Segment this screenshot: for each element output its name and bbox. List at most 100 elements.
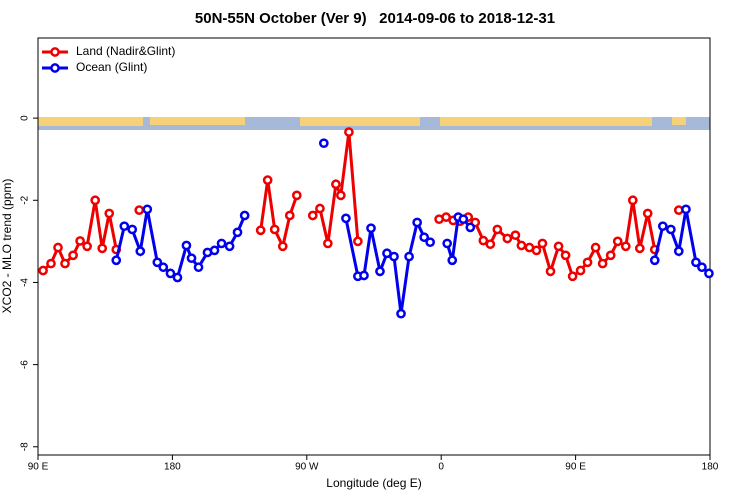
x-tick-label: 0 [438, 462, 444, 473]
data-point [404, 251, 414, 262]
data-point [97, 243, 108, 254]
data-point [502, 233, 513, 244]
data-point [318, 138, 329, 149]
data-point [582, 257, 593, 268]
data-point [181, 240, 192, 251]
data-point [60, 258, 70, 269]
data-point [458, 214, 469, 225]
x-axis-title: Longitude (deg E) [326, 476, 421, 490]
data-point [412, 217, 423, 228]
data-point [605, 250, 616, 261]
y-tick-label: -6 [20, 360, 31, 369]
land-band [440, 117, 652, 126]
data-point [478, 235, 489, 246]
data-point [657, 221, 668, 232]
data-point [335, 190, 346, 201]
data-point [353, 236, 363, 247]
legend-marker [50, 47, 60, 57]
data-point [46, 258, 56, 269]
data-point [90, 195, 101, 206]
data-point [560, 250, 571, 261]
data-point [111, 255, 122, 266]
data-point [442, 238, 453, 249]
data-point [209, 245, 220, 256]
data-point [612, 236, 623, 247]
data-point [172, 272, 183, 283]
data-point [590, 242, 601, 253]
legend-label: Land (Nadir&Glint) [76, 44, 175, 58]
data-point [53, 242, 63, 253]
data-point [492, 224, 503, 235]
land-band [300, 117, 420, 126]
data-point [485, 239, 496, 250]
data-point [642, 208, 653, 219]
data-point [165, 268, 176, 279]
data-point [419, 232, 430, 243]
data-point [620, 241, 631, 252]
data-point [691, 257, 701, 268]
data-point [359, 270, 369, 281]
data-point [681, 204, 691, 215]
data-point [104, 208, 115, 219]
data-point [545, 266, 556, 277]
data-point [224, 241, 235, 252]
data-point [553, 241, 564, 252]
data-point [119, 221, 130, 232]
data-point [704, 268, 714, 279]
land-band [150, 117, 245, 125]
x-tick-label: 180 [164, 462, 181, 473]
data-point [193, 262, 204, 273]
map-strip [38, 117, 710, 130]
data-point [262, 175, 273, 185]
data-point [627, 195, 638, 206]
legend-label: Ocean (Glint) [76, 60, 147, 74]
data-point [510, 230, 521, 241]
data-point [396, 308, 406, 319]
data-point [75, 236, 85, 246]
data-point [134, 205, 145, 215]
data-point [465, 222, 476, 233]
land-band [672, 117, 686, 125]
data-point [82, 241, 92, 252]
data-point [216, 238, 227, 249]
y-tick-label: -4 [20, 278, 31, 287]
y-tick-label: 0 [20, 115, 31, 121]
data-point [537, 238, 548, 249]
data-point [158, 262, 169, 273]
data-point [575, 265, 586, 276]
data-point [232, 227, 243, 238]
data-point [666, 224, 676, 235]
data-point [447, 255, 458, 266]
data-point [389, 251, 399, 262]
data-point [239, 210, 250, 221]
data-point [68, 250, 78, 261]
y-axis-title: XCO2 - MLO trend (ppm) [0, 179, 14, 314]
data-point [127, 224, 138, 235]
data-point [142, 204, 153, 215]
x-tick-label: 90 E [565, 462, 586, 473]
data-point [531, 245, 542, 256]
data-point [135, 246, 146, 257]
data-point [186, 253, 197, 264]
data-point [567, 271, 578, 282]
y-tick-label: -2 [20, 195, 31, 204]
data-point [307, 210, 318, 221]
data-point [366, 223, 376, 234]
data-point [152, 257, 163, 268]
data-point [277, 241, 288, 252]
x-tick-label: 90 E [28, 462, 49, 473]
data-point [634, 243, 645, 254]
land-band [38, 117, 143, 126]
y-tick-label: -8 [20, 442, 31, 451]
data-point [323, 238, 333, 249]
data-point [597, 258, 608, 269]
chart-title: 50N-55N October (Ver 9) 2014-09-06 to 20… [195, 10, 555, 27]
x-tick-label: 90 W [295, 462, 319, 473]
data-point [269, 224, 280, 235]
plot-frame [37, 37, 711, 456]
data-point [375, 266, 385, 277]
data-point [341, 213, 351, 224]
x-tick-label: 180 [702, 462, 719, 473]
data-point [255, 225, 266, 236]
